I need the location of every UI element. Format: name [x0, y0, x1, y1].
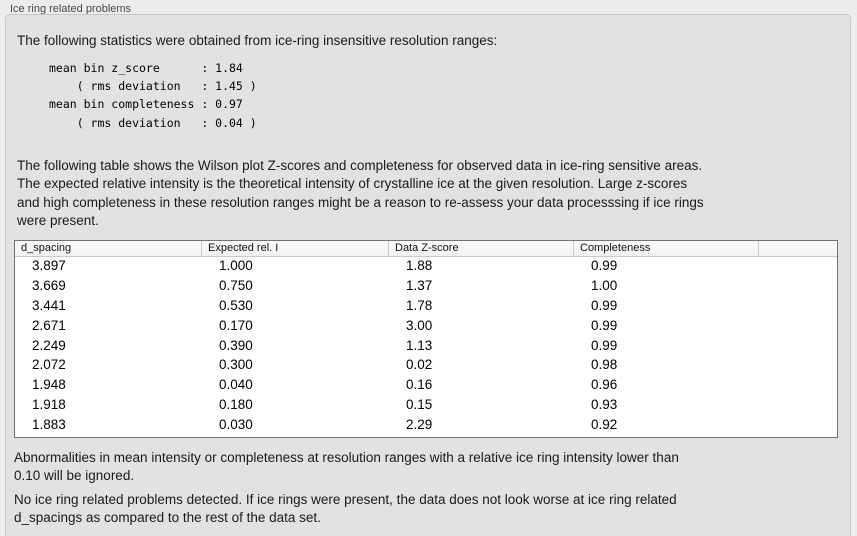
- column-header-filler: [759, 241, 837, 256]
- intro-text: The following statistics were obtained f…: [17, 33, 498, 48]
- ignore-note-line: 0.10 will be ignored.: [14, 468, 135, 484]
- cell-completeness: 0.98: [591, 357, 618, 373]
- cell-expected-rel-i: 0.390: [219, 337, 253, 353]
- description-line: and high completeness in these resolutio…: [17, 194, 704, 210]
- cell-completeness: 0.96: [591, 377, 618, 393]
- cell-d-spacing: 1.948: [32, 377, 66, 393]
- table-body: 3.897 1.000 1.88 0.99 3.669 0.750 1.37 1.00 3.44…: [15, 257, 837, 437]
- description-line: were present.: [17, 213, 99, 229]
- table-header: d_spacing Expected rel. I Data Z-score C…: [15, 241, 837, 257]
- table-row[interactable]: 1.918 0.180 0.15 0.93: [15, 396, 837, 417]
- cell-d-spacing: 3.441: [32, 297, 66, 313]
- cell-expected-rel-i: 0.300: [219, 357, 253, 373]
- cell-data-z-score: 1.78: [406, 297, 433, 313]
- cell-expected-rel-i: 0.530: [219, 297, 253, 313]
- stat-line-completeness-rms-deviation: ( rms deviation : 0.04 ): [49, 115, 257, 130]
- column-header-expected-rel-i[interactable]: Expected rel. I: [202, 241, 389, 256]
- table-row[interactable]: 3.441 0.530 1.78 0.99: [15, 296, 837, 317]
- stats-block: mean bin z_score : 1.84 ( rms deviation …: [49, 59, 257, 132]
- conclusion-line: No ice ring related problems detected. I…: [14, 492, 677, 507]
- cell-completeness: 0.99: [591, 337, 618, 353]
- stat-line-mean-completeness: mean bin completeness : 0.97: [49, 97, 243, 112]
- cell-data-z-score: 0.16: [406, 377, 433, 393]
- conclusion-note: No ice ring related problems detected. I…: [14, 491, 677, 528]
- cell-data-z-score: 3.00: [406, 317, 433, 333]
- table-row[interactable]: 3.669 0.750 1.37 1.00: [15, 276, 837, 297]
- cell-expected-rel-i: 0.180: [219, 397, 253, 413]
- table-row[interactable]: 1.948 0.040 0.16 0.96: [15, 376, 837, 397]
- conclusion-line: d_spacings as compared to the rest of th…: [14, 510, 321, 526]
- cell-expected-rel-i: 0.030: [219, 417, 253, 433]
- stat-line-z-rms-deviation: ( rms deviation : 1.45 ): [49, 79, 257, 94]
- cell-completeness: 0.99: [591, 258, 618, 273]
- cell-data-z-score: 0.15: [406, 397, 433, 413]
- table-row[interactable]: 1.883 0.030 2.29 0.92: [15, 416, 837, 437]
- column-header-completeness[interactable]: Completeness: [574, 241, 759, 256]
- table-description: The following table shows the Wilson plo…: [17, 157, 704, 231]
- cell-d-spacing: 2.072: [32, 357, 66, 373]
- cell-d-spacing: 1.883: [32, 417, 66, 433]
- cell-d-spacing: 3.669: [32, 277, 66, 293]
- cell-expected-rel-i: 0.040: [219, 377, 253, 393]
- section-title: Ice ring related problems: [10, 3, 132, 15]
- cell-d-spacing: 3.897: [32, 258, 66, 273]
- cell-completeness: 0.99: [591, 317, 618, 333]
- ignore-note-line: Abnormalities in mean intensity or compl…: [14, 450, 679, 465]
- cell-completeness: 0.99: [591, 297, 618, 313]
- stat-line-mean-z-score: mean bin z_score : 1.84: [49, 61, 243, 75]
- table-row[interactable]: 2.671 0.170 3.00 0.99: [15, 316, 837, 337]
- cell-d-spacing: 2.249: [32, 337, 66, 353]
- column-header-d-spacing[interactable]: d_spacing: [15, 241, 202, 256]
- cell-d-spacing: 2.671: [32, 317, 66, 333]
- table-row[interactable]: 3.897 1.000 1.88 0.99: [15, 257, 837, 277]
- cell-data-z-score: 0.02: [406, 357, 433, 373]
- cell-data-z-score: 1.13: [406, 337, 433, 353]
- ice-ring-panel: The following statistics were obtained f…: [5, 14, 851, 536]
- cell-expected-rel-i: 0.750: [219, 277, 253, 293]
- description-line: The following table shows the Wilson plo…: [17, 158, 703, 173]
- cell-expected-rel-i: 0.170: [219, 317, 253, 333]
- table-row[interactable]: 2.072 0.300 0.02 0.98: [15, 356, 837, 377]
- table-row[interactable]: 2.249 0.390 1.13 0.99: [15, 336, 837, 357]
- cell-d-spacing: 1.918: [32, 397, 66, 413]
- cell-data-z-score: 2.29: [406, 417, 433, 433]
- description-line: The expected relative intensity is the t…: [17, 176, 688, 192]
- cell-data-z-score: 1.88: [406, 258, 433, 273]
- cell-completeness: 0.92: [591, 417, 618, 433]
- cell-completeness: 0.93: [591, 397, 618, 413]
- ignore-note: Abnormalities in mean intensity or compl…: [14, 449, 679, 486]
- column-header-data-z-score[interactable]: Data Z-score: [389, 241, 574, 256]
- cell-expected-rel-i: 1.000: [219, 258, 253, 273]
- ice-ring-table: d_spacing Expected rel. I Data Z-score C…: [14, 240, 838, 438]
- cell-completeness: 1.00: [591, 277, 618, 293]
- cell-data-z-score: 1.37: [406, 277, 433, 293]
